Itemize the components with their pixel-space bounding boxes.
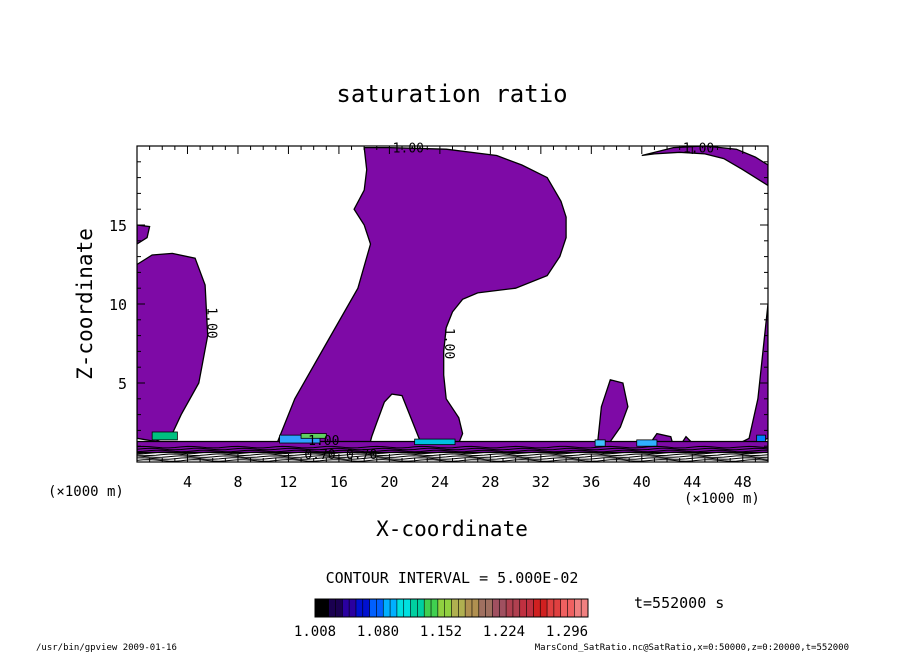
y-tick-label: 10 (109, 296, 127, 314)
colorbar-frame (314, 598, 589, 618)
high-patch (594, 439, 606, 447)
bottom-contour-line (137, 447, 768, 451)
region-left-column (137, 252, 209, 443)
high-patch (756, 434, 766, 442)
y-tick-label: 15 (109, 217, 127, 235)
high-patch (151, 431, 178, 441)
y-tick-label: 5 (118, 375, 127, 393)
x-axis-ticks: 4 8 12 16 20 24 28 32 36 40 44 48 (149, 146, 756, 491)
colorbar-tick-label: 1.224 (483, 624, 525, 640)
colorbar-tick-label: 1.008 (294, 624, 336, 640)
high-patch (279, 434, 321, 444)
time-label: t=552000 s (634, 594, 724, 612)
y-axis-title: Z-coordinate (73, 228, 97, 380)
colorbar-tick-labels: 1.008 1.080 1.152 1.224 1.296 (294, 624, 588, 640)
x-tick-label: 32 (532, 473, 550, 491)
x-tick-label: 36 (582, 473, 600, 491)
contour-label: 1.00 (308, 434, 339, 449)
region-right-bubble-36 (596, 379, 629, 447)
region-right-column (741, 303, 768, 446)
footer-right: MarsCond_SatRatio.nc@SatRatio,x=0:50000,… (535, 643, 849, 653)
x-tick-label: 4 (183, 473, 192, 491)
contour-interval-label: CONTOUR INTERVAL = 5.000E-02 (326, 569, 579, 587)
colorbar-tick-label: 1.152 (420, 624, 462, 640)
bottom-contour-line (137, 445, 768, 449)
x-tick-label: 40 (633, 473, 651, 491)
high-patch (636, 439, 658, 447)
x-tick-label: 44 (683, 473, 701, 491)
footer-left: /usr/bin/gpview 2009-01-16 (36, 643, 177, 653)
contour-label: 0.70 (346, 448, 377, 463)
x-tick-label: 12 (279, 473, 297, 491)
contour-label: 0.70 (304, 448, 335, 463)
region-central-plume (276, 146, 567, 447)
contour-label: 1.00 (393, 142, 424, 157)
x-tick-label: 24 (431, 473, 449, 491)
high-saturation-patches (151, 431, 766, 447)
high-patch (414, 438, 456, 446)
x-tick-label: 28 (481, 473, 499, 491)
y-axis-ticks: 5 10 15 (109, 161, 768, 447)
high-patch (300, 433, 327, 439)
region-left-top-patch (137, 224, 151, 245)
region-right-top-band (641, 146, 768, 187)
x-axis-title: X-coordinate (376, 517, 528, 541)
x-tick-label: 20 (380, 473, 398, 491)
saturation-fill-layer (137, 146, 768, 454)
bottom-contour-line (137, 455, 768, 458)
chart-title: saturation ratio (336, 80, 567, 108)
colorbar (314, 598, 589, 618)
x-tick-label: 8 (233, 473, 242, 491)
x-tick-label: 48 (734, 473, 752, 491)
contour-labels: 1.00 1.001.001.000.70 0.701.00 (204, 142, 715, 464)
bottom-contour-line (137, 453, 768, 457)
colorbar-tick-label: 1.296 (546, 624, 588, 640)
bottom-contour-line (137, 451, 768, 455)
bottom-contour-line (137, 449, 768, 453)
contour-label: 1.00 (683, 142, 714, 157)
contour-label: 1.00 (441, 328, 456, 359)
x-tick-label: 16 (330, 473, 348, 491)
colorbar-tick-label: 1.080 (357, 624, 399, 640)
contour-label: 1.00 (204, 307, 219, 338)
x-unit-right: (×1000 m) (684, 491, 760, 507)
x-unit-left: (×1000 m) (48, 484, 124, 500)
